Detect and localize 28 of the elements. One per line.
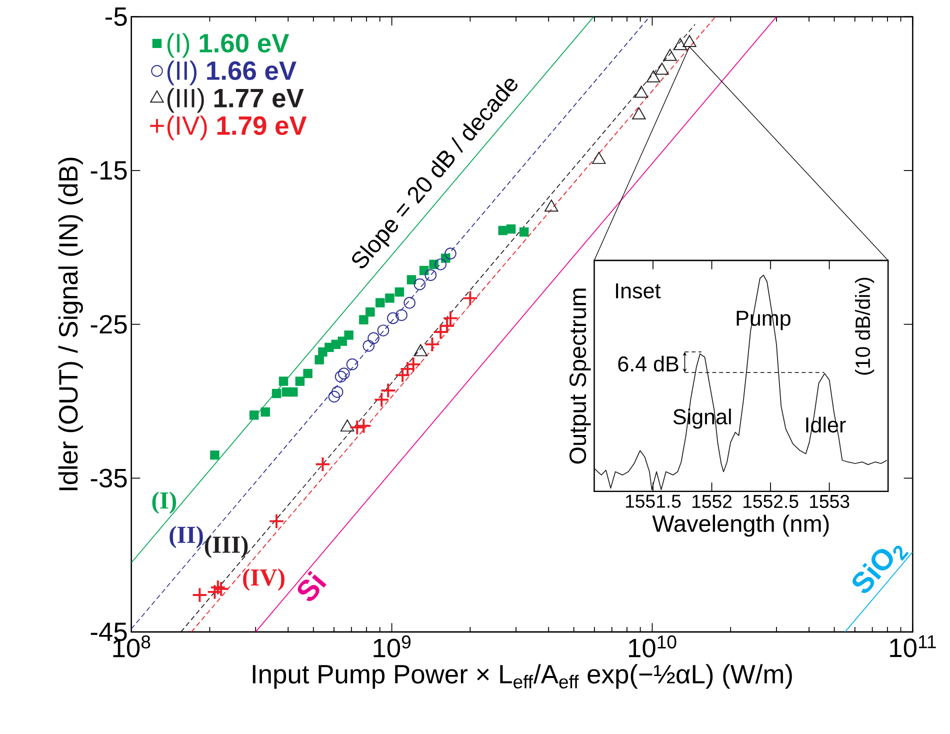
legend-label: (III) 1.77 eV (167, 88, 304, 113)
legend-label: (IV) 1.79 eV (167, 116, 307, 140)
y-tick-label: -5 (106, 7, 127, 26)
text: SiO$_{2}$ (852, 546, 909, 593)
annotation: Inset (616, 283, 661, 298)
y-tick-label: -35 (90, 468, 127, 488)
x-axis-title: Wavelength (nm) (652, 514, 829, 537)
legend-label: (II) 1.66 eV (167, 60, 296, 86)
y-tick-label: -25 (90, 314, 127, 334)
x-axis-title: Input Pump Power × L$_{eff}$/A$_{eff}$ exp(−½αL) (W/m) (252, 664, 792, 689)
x-tick-label: 10$^{9}$ (374, 635, 411, 658)
annotation: 6.4 dB (618, 356, 678, 372)
series-label: (I) (152, 491, 176, 514)
legend-label: (I) 1.60 eV (167, 33, 290, 58)
x-tick-label: 1553 (810, 494, 850, 508)
x-tick-label: 10$^{10}$ (629, 635, 676, 658)
x-tick-label: 1551.5 (626, 494, 681, 508)
y-axis-title: Output Spectrum (569, 288, 591, 464)
x-tick-label: 1552.5 (744, 494, 798, 508)
series-label: (IV) (243, 568, 284, 591)
x-tick-label: 10$^{11}$ (890, 635, 936, 658)
text: Si (298, 570, 326, 601)
x-tick-label: 1552 (692, 494, 732, 508)
series-label: (II) (170, 526, 203, 548)
y-axis-title: Idler (OUT) / Signal (IN) (dB) (58, 158, 83, 490)
y-tick-label: -15 (90, 161, 127, 180)
series-label: (III) (204, 536, 248, 558)
y2-axis-title: (10 dB/div) (855, 278, 874, 375)
